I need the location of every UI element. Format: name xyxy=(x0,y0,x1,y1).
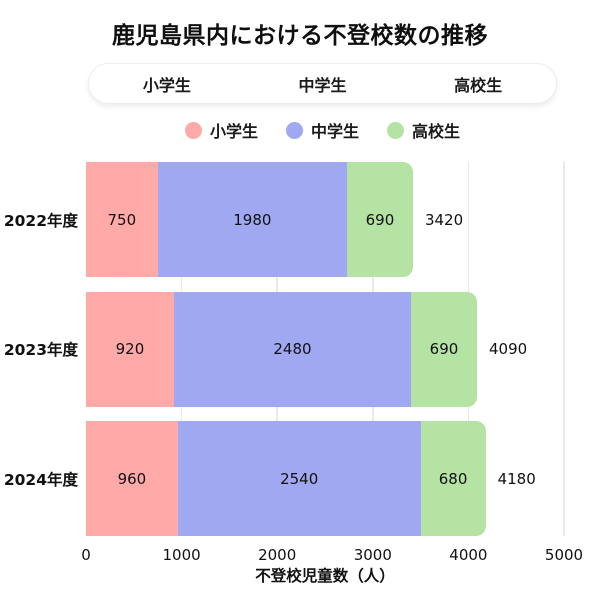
segment-value-label: 2480 xyxy=(273,340,312,358)
category-label-2023年度: 2023年度 xyxy=(3,341,78,359)
segment-value-label: 750 xyxy=(107,210,137,229)
segment-value-label: 690 xyxy=(365,210,395,229)
legend-item-0[interactable]: 小学生 xyxy=(184,118,258,142)
bar-segment-小学生-2023年度: 920 xyxy=(86,291,174,407)
bar-row-2024年度: 960 2540 680 4180 xyxy=(86,421,564,536)
legend-label: 小学生 xyxy=(209,122,258,141)
category-label-2022年度: 2022年度 xyxy=(3,211,78,230)
bar-segment-高校生-2023年度: 690 xyxy=(411,291,477,407)
tab-elementary[interactable]: 小学生 xyxy=(142,75,191,95)
bar-segment-高校生-2022年度: 690 xyxy=(346,162,413,277)
tab-bar: 小学生 中学生 高校生 xyxy=(88,63,557,104)
plot-area: 750 1980 690 3420 920 2480 690 4090 960 2540 680 41… xyxy=(81,162,583,564)
bar-segment-小学生-2022年度: 750 xyxy=(86,162,158,277)
total-label-2022年度: 3420 xyxy=(424,210,464,229)
legend-swatch-icon xyxy=(285,121,303,139)
segment-value-label: 920 xyxy=(115,340,145,358)
legend-label: 高校生 xyxy=(412,122,461,141)
legend: 小学生 中学生 高校生 xyxy=(88,115,557,145)
x-tick-3000: 3000 xyxy=(353,546,392,564)
bar-segment-中学生-2023年度: 2480 xyxy=(173,291,412,407)
legend-swatch-icon xyxy=(387,121,404,139)
x-tick-4000: 4000 xyxy=(449,546,488,564)
segment-value-label: 680 xyxy=(438,469,468,488)
total-label-2023年度: 4090 xyxy=(489,340,528,358)
chart-title: 鹿児島県内における不登校数の推移 xyxy=(112,23,488,49)
legend-swatch-icon xyxy=(184,121,202,139)
gridline-5000 xyxy=(563,162,565,536)
segment-value-label: 1980 xyxy=(233,210,272,229)
tab-junior-high[interactable]: 中学生 xyxy=(298,75,347,95)
category-label-2024年度: 2024年度 xyxy=(3,470,78,489)
bar-segment-中学生-2024年度: 2540 xyxy=(177,421,421,536)
bar-segment-高校生-2024年度: 680 xyxy=(420,421,486,536)
legend-label: 中学生 xyxy=(310,122,359,141)
bar-segment-中学生-2022年度: 1980 xyxy=(157,162,347,277)
x-tick-2000: 2000 xyxy=(258,546,297,564)
legend-item-2[interactable]: 高校生 xyxy=(387,118,460,142)
x-tick-5000: 5000 xyxy=(544,546,584,564)
x-tick-1000: 1000 xyxy=(162,546,201,564)
x-axis-title: 不登校児童数（人） xyxy=(255,567,395,585)
total-label-2024年度: 4180 xyxy=(497,469,536,488)
x-tick-0: 0 xyxy=(81,546,91,564)
tab-high-school[interactable]: 高校生 xyxy=(454,75,503,95)
bar-row-2023年度: 920 2480 690 4090 xyxy=(86,291,564,407)
segment-value-label: 690 xyxy=(429,340,459,358)
segment-value-label: 960 xyxy=(117,469,147,488)
legend-item-1[interactable]: 中学生 xyxy=(285,118,359,142)
bar-segment-小学生-2024年度: 960 xyxy=(86,421,178,536)
segment-value-label: 2540 xyxy=(280,469,319,488)
bar-row-2022年度: 750 1980 690 3420 xyxy=(86,162,564,277)
